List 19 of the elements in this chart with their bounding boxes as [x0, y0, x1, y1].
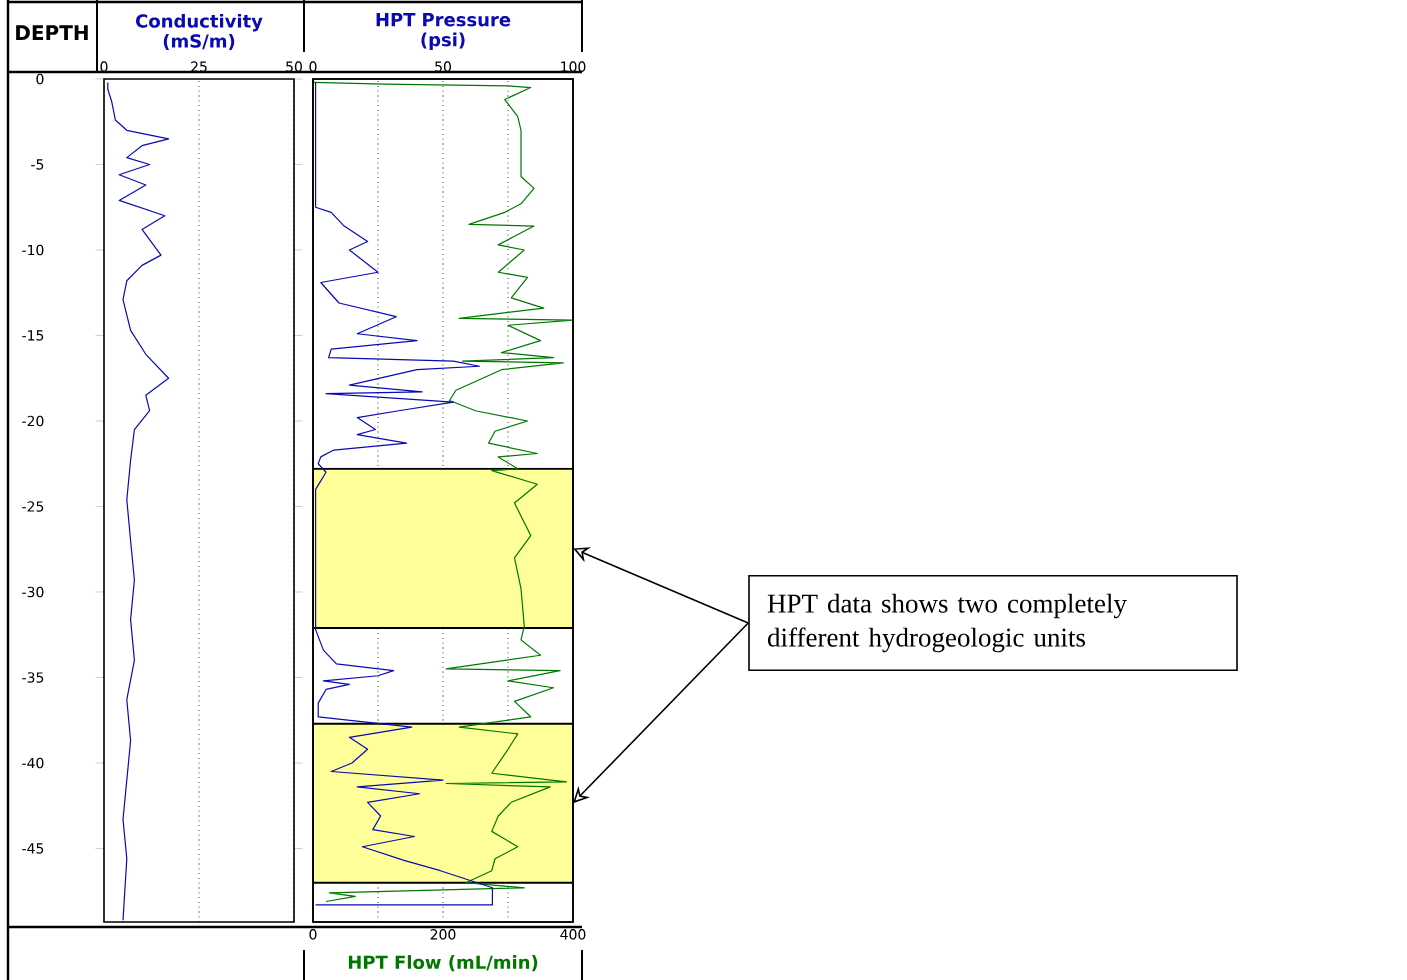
- y-tick-label: -45: [22, 843, 44, 854]
- x-tick-label: 200: [430, 929, 456, 940]
- text: HPT data shows two completely different hydrogeologic units: [767, 593, 1127, 653]
- y-tick-label: -25: [22, 501, 44, 512]
- y-tick-label: -15: [22, 330, 44, 341]
- y-axis-title: DEPTH: [16, 25, 88, 40]
- y-tick-label: -30: [22, 586, 44, 598]
- x-axis-title: HPT Flow (mL/min): [348, 955, 538, 972]
- y-tick-label: -35: [22, 672, 44, 683]
- y-tick-label: -20: [22, 415, 44, 427]
- line-series: [107, 81, 170, 921]
- y-tick-label: -10: [22, 244, 44, 256]
- y-tick-label: -5: [31, 159, 44, 170]
- y-tick-label: 0: [36, 73, 44, 85]
- x2-axis-title: HPT Pressure (psi): [376, 13, 511, 50]
- x-tick-label: 0: [309, 929, 317, 940]
- x-tick-label: 400: [560, 929, 586, 940]
- x-axis-title: Conductivity (mS/m): [136, 13, 263, 50]
- y-tick-label: -40: [22, 757, 44, 769]
